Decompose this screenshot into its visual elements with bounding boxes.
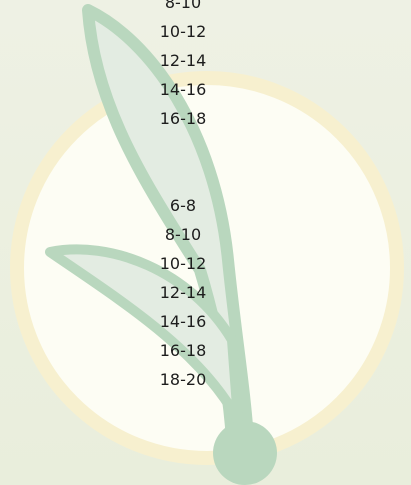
time-range: 12-14 bbox=[133, 278, 233, 307]
time-range: 18-20 bbox=[133, 365, 233, 394]
time-range: 8-10 bbox=[133, 0, 233, 17]
time-range: 14-16 bbox=[133, 75, 233, 104]
time-range: 10-12 bbox=[133, 249, 233, 278]
time-range: 6-8 bbox=[133, 191, 233, 220]
time-range: 16-18 bbox=[133, 104, 233, 133]
screen: 8-1010-1212-1414-1616-18 6-88-1010-1212-… bbox=[0, 0, 411, 485]
time-range: 12-14 bbox=[133, 46, 233, 75]
time-range: 14-16 bbox=[133, 307, 233, 336]
time-range: 10-12 bbox=[133, 17, 233, 46]
time-range: 8-10 bbox=[133, 220, 233, 249]
stem-bulb bbox=[213, 421, 277, 485]
time-range: 16-18 bbox=[133, 336, 233, 365]
